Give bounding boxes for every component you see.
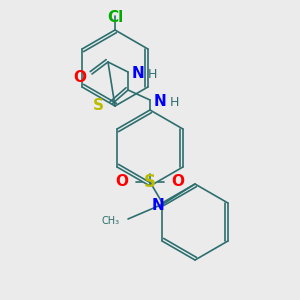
Text: S: S bbox=[144, 173, 156, 191]
Text: CH₃: CH₃ bbox=[102, 216, 120, 226]
Text: N: N bbox=[132, 67, 144, 82]
Text: Cl: Cl bbox=[107, 10, 123, 25]
Text: N: N bbox=[152, 199, 164, 214]
Text: O: O bbox=[172, 175, 184, 190]
Text: O: O bbox=[73, 70, 86, 86]
Text: N: N bbox=[154, 94, 166, 110]
Text: O: O bbox=[116, 175, 128, 190]
Text: H: H bbox=[169, 95, 179, 109]
Text: S: S bbox=[93, 98, 104, 113]
Text: H: H bbox=[147, 68, 157, 80]
